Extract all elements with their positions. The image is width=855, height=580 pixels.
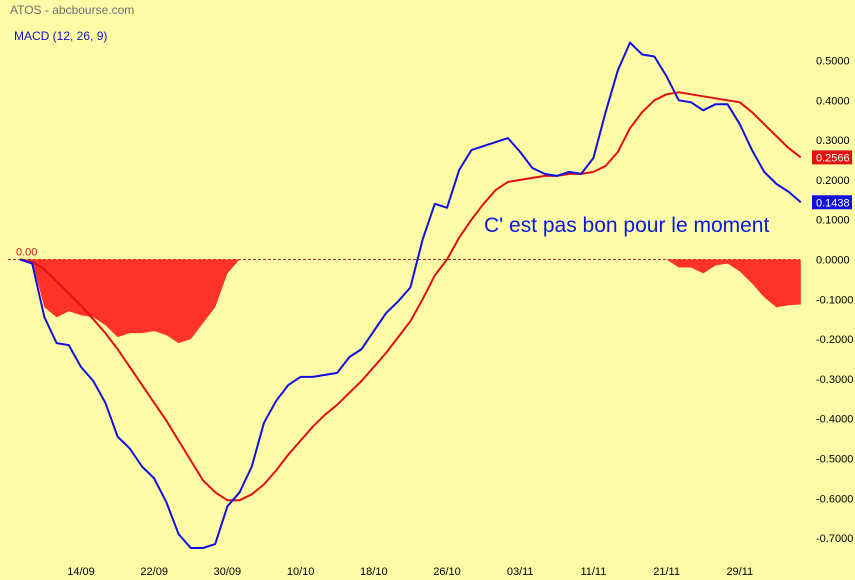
y-tick-label: 0.2000	[816, 175, 850, 187]
page-title: ATOS - abcbourse.com	[10, 3, 135, 17]
histogram-area-1	[20, 259, 240, 344]
signal-value-label: 0.2566	[816, 152, 850, 164]
y-tick-label: -0.6000	[816, 493, 853, 505]
y-tick-label: -0.5000	[816, 454, 853, 466]
y-tick-label: 0.1000	[816, 215, 850, 227]
x-tick-label: 30/09	[214, 566, 242, 578]
x-tick-label: 14/09	[67, 566, 95, 578]
histogram-area-2	[666, 259, 801, 308]
zero-label: 0.00	[16, 247, 37, 259]
x-tick-label: 21/11	[653, 566, 680, 578]
y-tick-label: 0.4000	[816, 95, 850, 107]
x-tick-label: 29/11	[726, 566, 753, 578]
y-tick-label: -0.3000	[816, 374, 853, 386]
y-tick-label: -0.7000	[816, 533, 853, 545]
x-tick-label: 22/09	[140, 566, 168, 578]
signal-line	[19, 91, 802, 502]
y-tick-label: -0.2000	[816, 334, 853, 346]
y-tick-label: 0.5000	[816, 56, 850, 68]
y-tick-label: -0.4000	[816, 414, 853, 426]
macd-value-badge	[812, 195, 852, 210]
indicator-label: MACD (12, 26, 9)	[14, 29, 108, 43]
x-tick-label: 18/10	[360, 566, 388, 578]
y-tick-label: 0.3000	[816, 135, 850, 147]
macd-value-label: 0.1438	[816, 197, 850, 209]
annotation-text: C' est pas bon pour le moment	[484, 214, 770, 237]
x-tick-label: 26/10	[433, 566, 461, 578]
x-tick-label: 03/11	[507, 566, 534, 578]
y-tick-label: 0.0000	[816, 255, 850, 267]
signal-value-badge	[812, 150, 852, 165]
x-tick-label: 11/11	[580, 566, 606, 578]
y-tick-label: -0.1000	[816, 294, 853, 306]
macd-line	[19, 41, 802, 549]
x-tick-label: 10/10	[287, 566, 315, 578]
